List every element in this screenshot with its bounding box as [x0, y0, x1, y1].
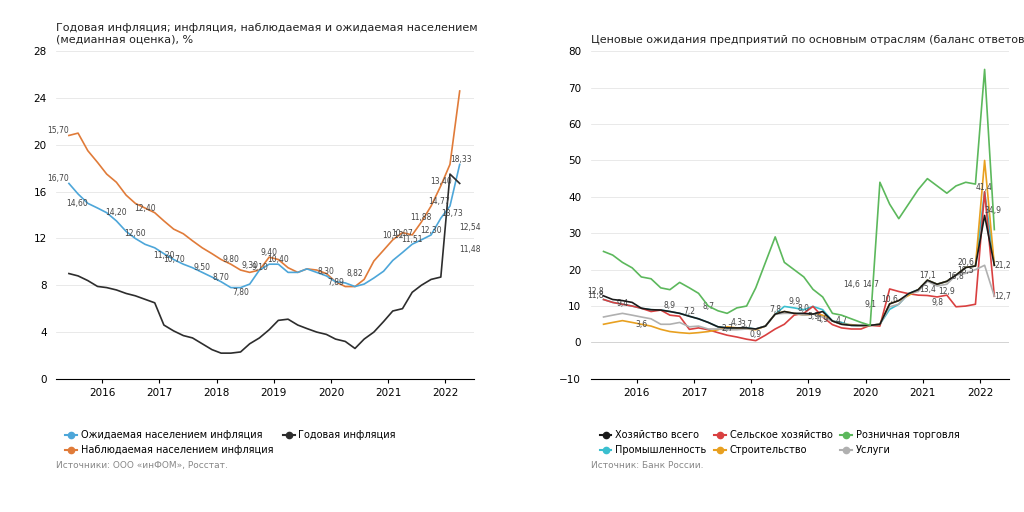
Text: 5,9: 5,9 — [807, 312, 819, 321]
Text: 14,77: 14,77 — [428, 197, 450, 206]
Text: 13,40: 13,40 — [430, 177, 452, 186]
Text: 11,88: 11,88 — [411, 213, 432, 222]
Text: 12,60: 12,60 — [125, 229, 146, 239]
Text: 20,6: 20,6 — [957, 259, 974, 267]
Text: 3,6: 3,6 — [635, 321, 647, 329]
Text: 4,3: 4,3 — [731, 318, 743, 327]
Text: 9,9: 9,9 — [788, 297, 800, 306]
Text: 14,60: 14,60 — [66, 199, 88, 208]
Text: 11,48: 11,48 — [460, 245, 481, 253]
Text: 8,30: 8,30 — [317, 267, 335, 276]
Text: 9,50: 9,50 — [194, 263, 211, 272]
Text: 34,9: 34,9 — [985, 206, 1001, 216]
Text: 10,70: 10,70 — [163, 255, 184, 264]
Text: 7,80: 7,80 — [232, 288, 249, 296]
Text: 4,7: 4,7 — [836, 316, 848, 325]
Text: 3,7: 3,7 — [740, 320, 753, 329]
Text: 12,54: 12,54 — [460, 223, 481, 232]
Text: Источники: ООО «инФОМ», Росстат.: Источники: ООО «инФОМ», Росстат. — [56, 461, 228, 470]
Text: Ценовые ожидания предприятий по основным отраслям (баланс ответов, SA), %: Ценовые ожидания предприятий по основным… — [591, 35, 1024, 45]
Text: 7,8: 7,8 — [769, 305, 781, 314]
Text: 8,70: 8,70 — [213, 273, 229, 282]
Text: 17,1: 17,1 — [919, 271, 936, 280]
Text: 9,1: 9,1 — [864, 301, 877, 309]
Text: 9,30: 9,30 — [242, 261, 258, 270]
Text: 13,73: 13,73 — [440, 209, 463, 218]
Text: 8,0: 8,0 — [798, 304, 810, 313]
Legend: Хозяйство всего, Промышленность, Сельское хозяйство, Строительство, Розничная то: Хозяйство всего, Промышленность, Сельско… — [596, 426, 964, 459]
Text: 14,6: 14,6 — [843, 280, 860, 289]
Text: 14,7: 14,7 — [862, 280, 879, 289]
Text: 9,8: 9,8 — [931, 298, 943, 307]
Text: 21,2: 21,2 — [994, 261, 1011, 270]
Text: 8,9: 8,9 — [664, 301, 676, 310]
Text: 13,4: 13,4 — [919, 285, 936, 294]
Text: 12,30: 12,30 — [420, 226, 442, 235]
Text: 10,6: 10,6 — [882, 295, 898, 304]
Text: 8,7: 8,7 — [702, 302, 715, 311]
Legend: Ожидаемая населением инфляция, Наблюдаемая населением инфляция, Годовая инфляция: Ожидаемая населением инфляция, Наблюдаем… — [61, 426, 399, 459]
Text: 18,5: 18,5 — [957, 266, 974, 275]
Text: Годовая инфляция; инфляция, наблюдаемая и ожидаемая населением
(медианная оценка: Годовая инфляция; инфляция, наблюдаемая … — [56, 23, 478, 45]
Text: 12,8: 12,8 — [587, 287, 603, 296]
Text: 9,40: 9,40 — [261, 248, 278, 257]
Text: 12,40: 12,40 — [134, 204, 156, 212]
Text: 11,51: 11,51 — [401, 235, 423, 244]
Text: 7,2: 7,2 — [683, 307, 695, 316]
Text: 16,8: 16,8 — [947, 272, 965, 281]
Text: 15,70: 15,70 — [47, 126, 69, 136]
Text: 8,82: 8,82 — [347, 269, 364, 278]
Text: 16,70: 16,70 — [47, 175, 69, 183]
Text: 11,8: 11,8 — [587, 290, 603, 300]
Text: 2,7: 2,7 — [721, 324, 733, 333]
Text: 9,80: 9,80 — [222, 255, 240, 264]
Text: 10,07: 10,07 — [391, 229, 414, 239]
Text: Источник: Банк России.: Источник: Банк России. — [591, 461, 703, 470]
Text: 7,89: 7,89 — [327, 278, 344, 287]
Text: 10,12: 10,12 — [382, 231, 403, 240]
Text: 9,10: 9,10 — [251, 263, 268, 272]
Text: 18,33: 18,33 — [450, 155, 472, 164]
Text: 41,4: 41,4 — [976, 183, 992, 191]
Text: 14,20: 14,20 — [105, 208, 127, 218]
Text: 11,20: 11,20 — [154, 250, 175, 260]
Text: 12,7: 12,7 — [994, 292, 1011, 301]
Text: 4,9: 4,9 — [816, 315, 828, 324]
Text: 10,40: 10,40 — [267, 255, 289, 264]
Text: 12,9: 12,9 — [938, 287, 955, 295]
Text: 9,4: 9,4 — [616, 299, 629, 308]
Text: 0,9: 0,9 — [750, 330, 762, 339]
